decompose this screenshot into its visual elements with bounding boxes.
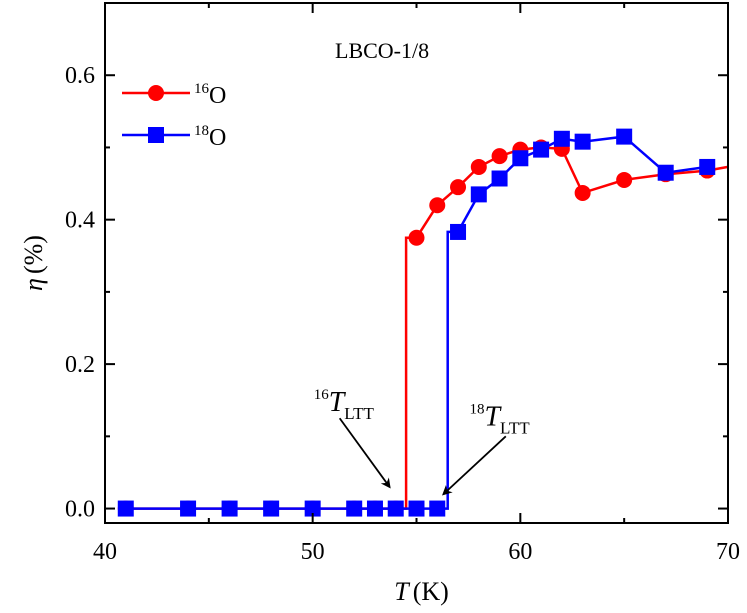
data-point-16O — [408, 229, 425, 246]
data-point-18O — [450, 223, 467, 240]
annotation-sub: LTT — [344, 404, 374, 423]
legend-label: 18O — [194, 123, 226, 151]
data-point-18O — [491, 170, 508, 187]
data-point-18O — [387, 500, 404, 517]
data-point-16O — [574, 184, 591, 201]
legend-label-main: O — [209, 125, 226, 151]
annotation-main: T — [329, 387, 347, 418]
annotation-label: 16TLTT — [314, 387, 375, 423]
legend-label-main: O — [209, 83, 226, 109]
y-tick-label: 0.0 — [65, 497, 95, 523]
data-point-16O — [491, 148, 508, 165]
data-point-18O — [180, 500, 197, 517]
data-point-18O — [616, 128, 633, 145]
series-18O — [117, 128, 716, 517]
series-line-16O — [125, 146, 729, 510]
annotation-layer: 16TLTT 18TLTT — [314, 387, 530, 496]
data-point-18O — [512, 150, 529, 167]
data-point-18O — [533, 141, 550, 158]
legend-marker — [148, 85, 164, 101]
data-point-18O — [429, 500, 446, 517]
data-point-16O — [616, 171, 633, 188]
annotation-18-tltt: 18TLTT — [442, 402, 530, 496]
y-axis-unit: (%) — [19, 235, 48, 274]
x-tick-label: 50 — [301, 539, 325, 565]
y-tick-label: 0.6 — [65, 63, 95, 89]
data-point-18O — [470, 186, 487, 203]
y-tick-label: 0.2 — [65, 352, 95, 378]
data-point-18O — [366, 500, 383, 517]
data-point-18O — [657, 164, 674, 181]
annotation-16-tltt: 16TLTT — [314, 387, 391, 489]
x-tick-label: 70 — [716, 539, 740, 565]
data-point-18O — [346, 500, 363, 517]
data-point-18O — [117, 500, 134, 517]
x-tick-label: 40 — [93, 539, 117, 565]
data-point-16O — [450, 179, 467, 196]
annotation-arrow — [442, 435, 507, 496]
legend-label-sup: 16 — [194, 81, 210, 97]
x-tick-label: 60 — [508, 539, 532, 565]
annotation-sup: 16 — [314, 387, 330, 403]
series-layer — [117, 128, 729, 517]
x-axis-symbol: T — [394, 577, 410, 606]
legend-item-18O: 18O — [122, 123, 226, 151]
data-point-18O — [263, 500, 280, 517]
data-point-18O — [553, 130, 570, 147]
axes-layer: 40 50 60 700.00.20.40.6T (K)η(%) — [19, 2, 740, 606]
data-point-18O — [699, 158, 716, 175]
annotation-sup: 18 — [469, 402, 484, 418]
data-point-18O — [221, 500, 238, 517]
y-axis-symbol: η — [19, 278, 48, 291]
data-point-16O — [429, 197, 446, 214]
legend-label-sup: 18 — [194, 123, 209, 139]
x-axis-unit: (K) — [413, 577, 449, 606]
annotation-arrow — [338, 417, 391, 489]
x-axis-title: T (K) — [394, 577, 449, 606]
series-16O — [117, 139, 729, 517]
annotation-main: T — [484, 402, 502, 433]
legend-label: 16O — [194, 81, 226, 109]
chart-title: LBCO-1/8 — [335, 38, 429, 63]
series-line-18O — [125, 135, 708, 510]
y-tick-label: 0.4 — [65, 208, 95, 234]
legend-marker — [148, 127, 164, 143]
y-axis-title: η (%) — [19, 235, 48, 291]
legend-item-16O: 16O — [122, 81, 226, 109]
data-point-16O — [470, 158, 487, 175]
data-point-18O — [408, 500, 425, 517]
annotation-label: 18TLTT — [469, 402, 530, 438]
annotation-sub: LTT — [500, 419, 530, 438]
data-point-18O — [304, 500, 321, 517]
data-point-18O — [574, 133, 591, 150]
